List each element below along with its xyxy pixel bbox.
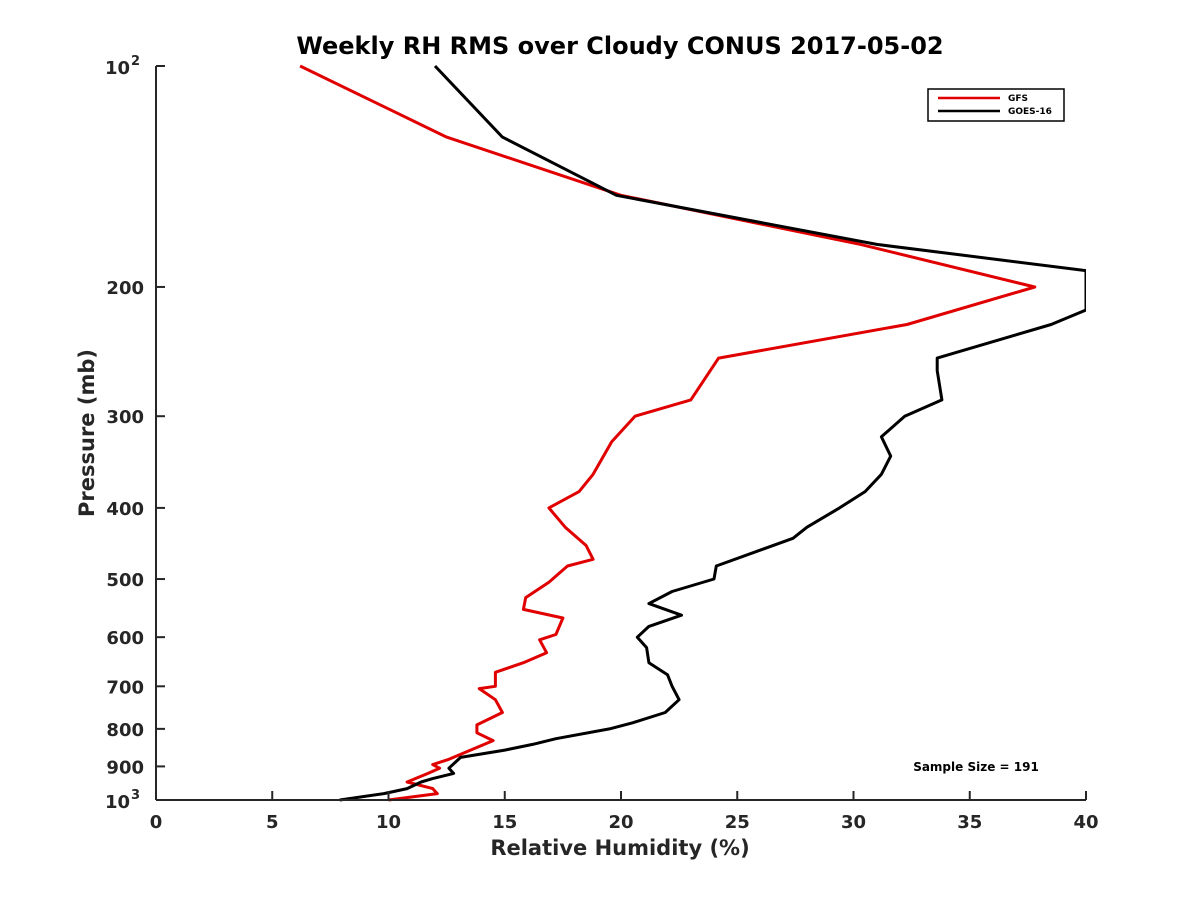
y-tick-label: 500 <box>106 570 144 591</box>
x-axis-ticks: 0 5 10 15 20 25 30 35 40 <box>150 791 1099 833</box>
x-tick-label: 30 <box>841 812 866 833</box>
y-tick-label: 10 <box>105 58 130 79</box>
legend-label-gfs: GFS <box>1008 94 1028 104</box>
x-tick-label: 15 <box>492 812 517 833</box>
legend: GFS GOES-16 <box>927 88 1065 122</box>
x-tick-label: 0 <box>150 812 163 833</box>
legend-label-goes-16: GOES-16 <box>1008 107 1052 117</box>
x-tick-label: 10 <box>376 812 401 833</box>
series-line-goes-16 <box>339 64 1086 802</box>
series-lines <box>299 64 1086 802</box>
y-tick-label: 800 <box>106 720 144 741</box>
y-axis-label: Pressure (mb) <box>75 349 99 517</box>
y-tick-label: 900 <box>106 757 144 778</box>
sample-size-annotation: Sample Size = 191 <box>913 760 1039 774</box>
legend-box <box>927 88 1065 122</box>
y-tick-label: 10 <box>105 792 130 813</box>
y-tick-label: 400 <box>106 499 144 520</box>
series-line-gfs <box>299 64 1037 802</box>
chart-title: Weekly RH RMS over Cloudy CONUS 2017-05-… <box>296 32 943 60</box>
x-tick-label: 40 <box>1073 812 1098 833</box>
y-tick-exponent: 3 <box>131 788 140 803</box>
y-tick-label: 700 <box>106 677 144 698</box>
x-tick-label: 25 <box>725 812 750 833</box>
x-axis-label: Relative Humidity (%) <box>490 836 749 860</box>
x-tick-label: 20 <box>608 812 633 833</box>
y-tick-label: 600 <box>106 628 144 649</box>
y-tick-exponent: 2 <box>131 54 140 69</box>
y-tick-label: 300 <box>106 407 144 428</box>
x-tick-label: 5 <box>266 812 279 833</box>
x-tick-label: 35 <box>957 812 982 833</box>
y-tick-label: 200 <box>106 278 144 299</box>
